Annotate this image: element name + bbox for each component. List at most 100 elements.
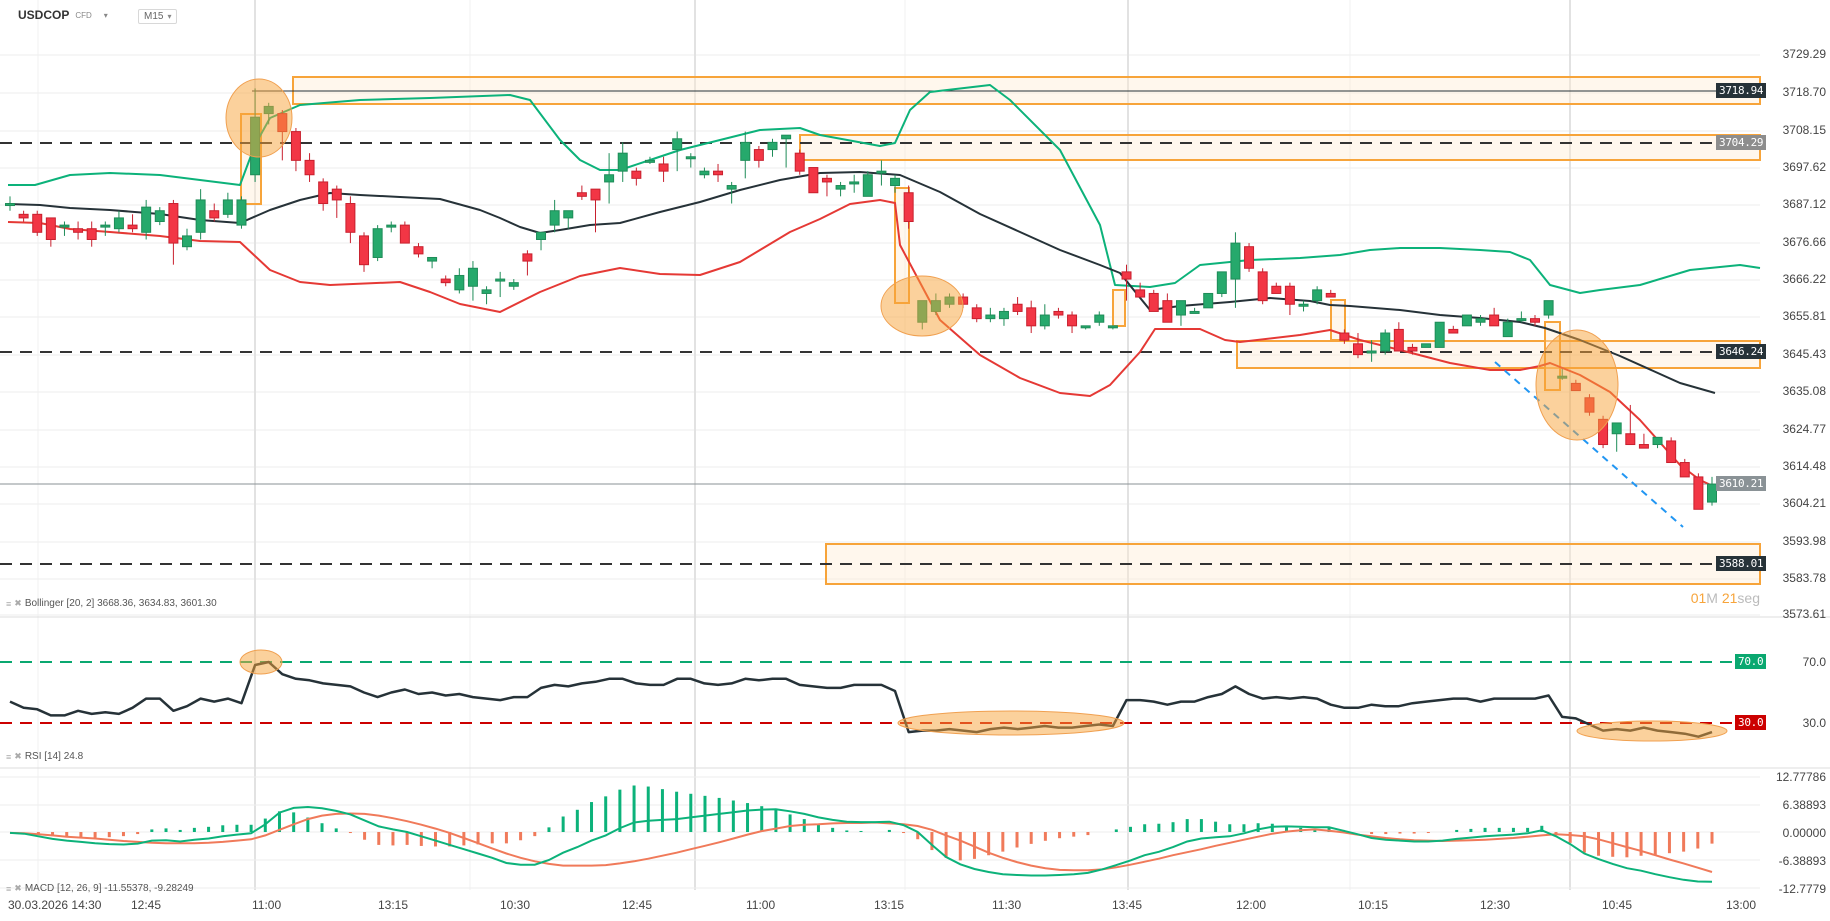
candle[interactable] [835,185,846,190]
candle[interactable] [1475,318,1486,323]
candle[interactable] [127,224,138,230]
candle[interactable] [1380,332,1391,352]
candle[interactable] [1707,483,1717,503]
candle[interactable] [1189,310,1200,314]
candle[interactable] [1203,292,1214,309]
price-level-tag[interactable]: 3718.94 [1716,83,1767,98]
candle[interactable] [1638,444,1649,449]
candle[interactable] [1135,289,1146,298]
candle[interactable] [141,206,152,233]
candle[interactable] [1448,328,1459,334]
candle[interactable] [590,188,601,201]
candle[interactable] [182,235,193,248]
candle[interactable] [481,289,492,294]
candle[interactable] [1284,285,1295,305]
candle[interactable] [195,199,206,233]
candle[interactable] [386,224,397,228]
candle[interactable] [1502,321,1513,338]
candle[interactable] [331,188,342,201]
candle[interactable] [1543,300,1554,316]
candle[interactable] [644,159,655,163]
close-icon[interactable]: ✖ [14,883,22,893]
candle[interactable] [617,152,628,172]
candle[interactable] [890,177,901,187]
candle[interactable] [427,256,438,262]
candle[interactable] [1216,271,1227,294]
candle[interactable] [168,203,179,244]
candle[interactable] [1053,310,1064,316]
candle[interactable] [45,217,56,240]
candle[interactable] [1421,343,1432,348]
candle[interactable] [1271,285,1282,294]
candle[interactable] [440,278,451,284]
candle[interactable] [726,185,737,190]
candle[interactable] [1026,307,1037,327]
candle[interactable] [1257,271,1268,302]
candle[interactable] [467,267,478,287]
candle[interactable] [876,170,887,174]
candle[interactable] [753,149,764,161]
gap-box[interactable] [1112,289,1126,327]
candle[interactable] [86,228,97,240]
candle[interactable] [767,141,778,151]
candle[interactable] [1407,346,1418,352]
price-level-tag[interactable]: 3610.21 [1716,476,1767,491]
candle[interactable] [1461,314,1472,327]
candle[interactable] [849,181,860,185]
candle[interactable] [1339,332,1350,341]
candle[interactable] [1162,300,1173,323]
candle[interactable] [1625,433,1636,446]
candle[interactable] [1352,343,1363,356]
candle[interactable] [1393,328,1404,352]
trend-line[interactable] [1494,361,1684,528]
candle[interactable] [59,224,70,228]
candle[interactable] [508,282,519,287]
candle[interactable] [1611,422,1622,435]
candle[interactable] [1175,300,1186,316]
candle[interactable] [903,192,914,223]
close-icon[interactable]: ✖ [14,751,22,761]
menu-icon[interactable]: ≡ [6,883,12,894]
candle[interactable] [304,159,315,176]
candle[interactable] [372,228,383,258]
candle[interactable] [1679,462,1690,478]
candle[interactable] [1148,292,1159,312]
supply-demand-zone[interactable] [799,134,1761,161]
candle[interactable] [1516,318,1527,322]
candle[interactable] [563,210,574,219]
candle[interactable] [1121,271,1132,280]
candle[interactable] [1666,440,1677,464]
candle[interactable] [1080,325,1091,329]
price-level-tag[interactable]: 3646.24 [1716,344,1767,359]
candle[interactable] [808,167,819,194]
candle[interactable] [794,152,805,172]
candle[interactable] [454,274,465,291]
candle[interactable] [522,253,533,262]
candle[interactable] [413,246,424,255]
price-level-tag[interactable]: 3704.29 [1716,135,1767,150]
candle[interactable] [100,224,111,228]
close-icon[interactable]: ✖ [14,598,22,608]
rsi-highlight-ellipse[interactable] [897,710,1125,736]
candle[interactable] [985,314,996,320]
candle[interactable] [1325,292,1336,298]
candle[interactable] [821,177,832,183]
candle[interactable] [781,134,792,140]
symbol-dropdown-caret-icon[interactable]: ▾ [103,10,108,20]
timeframe-selector[interactable]: M15 ▾ [138,9,178,24]
candle[interactable] [998,310,1009,320]
candle[interactable] [32,213,43,233]
candle[interactable] [862,174,873,197]
symbol-header[interactable]: USDCOP CFD ▾ [18,8,108,22]
candle[interactable] [604,174,615,183]
highlight-ellipse[interactable] [225,78,293,158]
candle[interactable] [1244,246,1255,269]
candle[interactable] [1067,314,1078,327]
candle[interactable] [1298,303,1309,307]
candle[interactable] [1693,476,1704,510]
candle[interactable] [154,210,165,223]
candle[interactable] [658,163,669,172]
candle[interactable] [18,213,29,219]
candle[interactable] [536,231,547,240]
candle[interactable] [1094,314,1105,323]
